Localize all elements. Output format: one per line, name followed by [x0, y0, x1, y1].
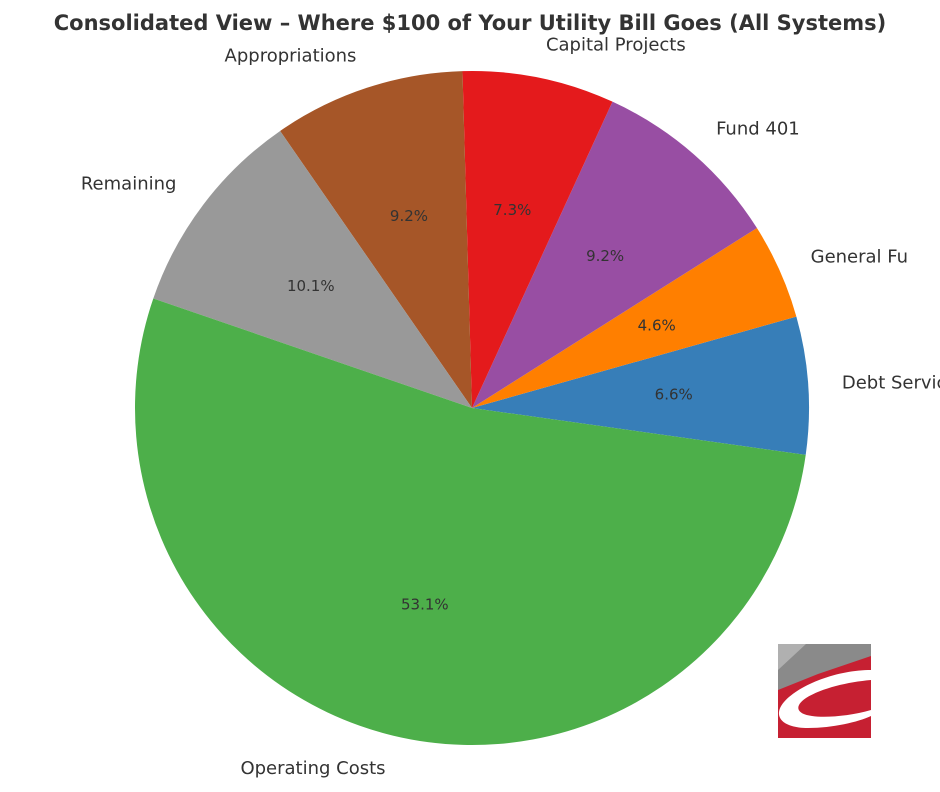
company-logo: [778, 644, 871, 738]
category-label: Operating Costs: [240, 758, 385, 779]
category-label: Capital Projects: [546, 34, 686, 55]
chart-title: Consolidated View – Where $100 of Your U…: [54, 11, 887, 35]
pie-slice: [472, 101, 757, 408]
pie-slice: [153, 130, 473, 408]
category-label: Appropriations: [225, 45, 357, 66]
percent-label: 4.6%: [638, 317, 676, 335]
category-labels: Debt Servic General Fu Fund 401 Capital Pro…: [81, 34, 940, 779]
percent-labels: 6.6% 4.6% 9.2% 7.3% 9.2% 10.1% 53.1%: [287, 201, 693, 614]
logo-gray-panel: [778, 644, 871, 690]
pie-slice: [472, 316, 809, 455]
pie-slices: [134, 71, 809, 745]
logo-gray-highlight: [778, 644, 806, 670]
category-label: Remaining: [81, 174, 177, 195]
logo-swoosh: [778, 670, 871, 728]
pie-slice: [134, 298, 806, 745]
percent-label: 9.2%: [390, 207, 428, 225]
category-label: General Fu: [811, 247, 908, 268]
percent-label: 10.1%: [287, 277, 335, 295]
category-label: Debt Servic: [842, 372, 940, 393]
pie-slice: [462, 71, 613, 409]
category-label: Fund 401: [716, 118, 800, 139]
percent-label: 53.1%: [401, 596, 449, 614]
percent-label: 6.6%: [655, 385, 693, 403]
pie-slice: [280, 71, 472, 408]
pie-slice: [472, 228, 797, 408]
percent-label: 7.3%: [493, 201, 531, 219]
percent-label: 9.2%: [586, 247, 624, 265]
